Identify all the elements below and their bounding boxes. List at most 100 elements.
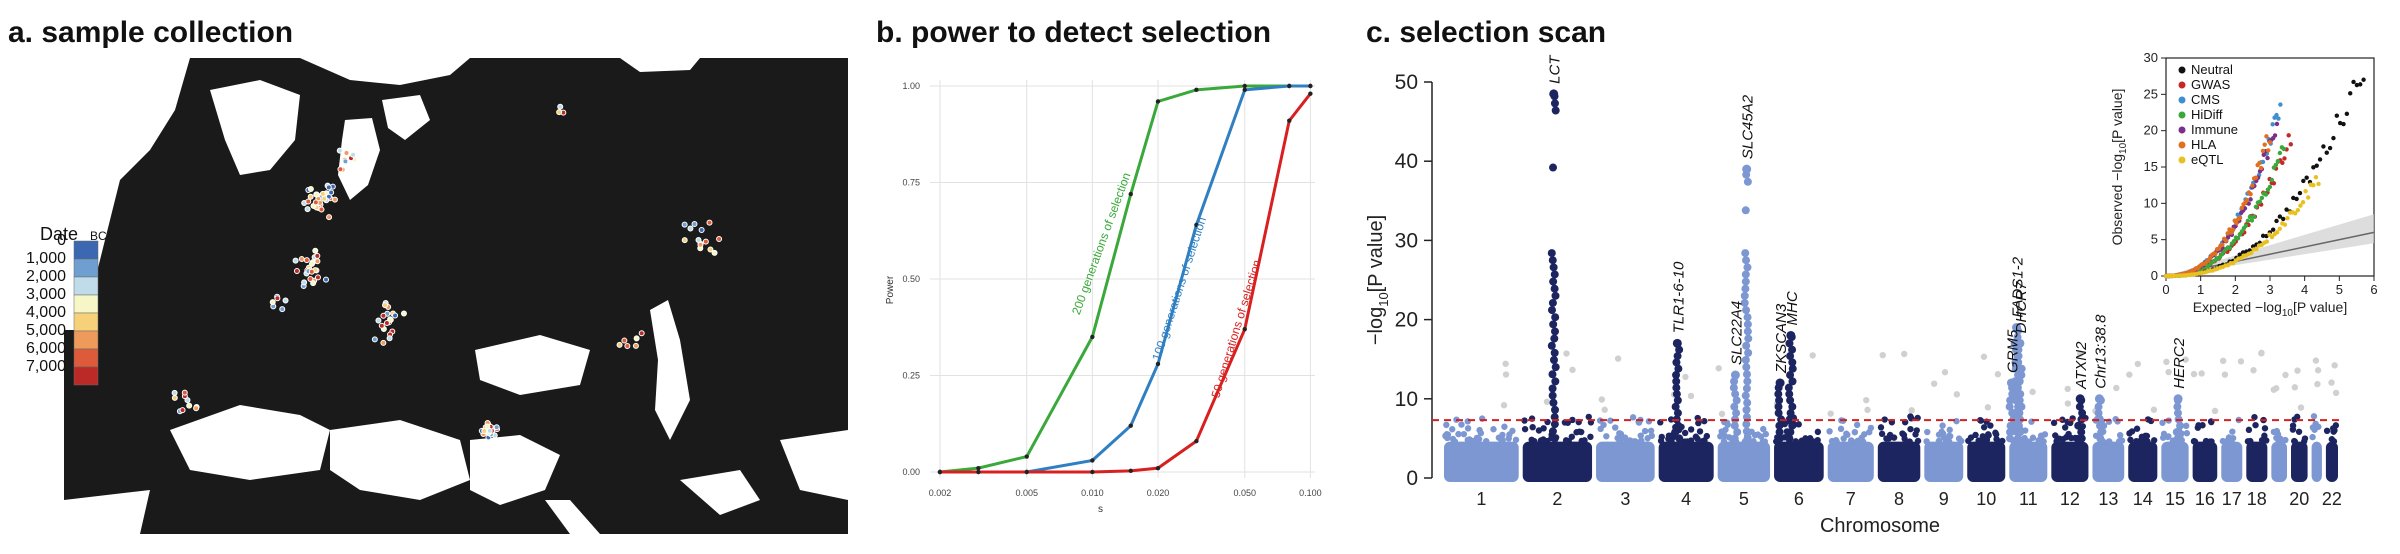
- peak-point: [1730, 421, 1739, 430]
- qq-point: [2270, 227, 2276, 232]
- qq-point: [2297, 190, 2303, 196]
- qq-legend-marker: [2178, 156, 2186, 164]
- peak-point: [1742, 363, 1751, 372]
- snp-point-gray: [2297, 404, 2305, 411]
- snp-point-gray: [1908, 407, 1915, 414]
- qq-xtick: 0: [2162, 282, 2169, 297]
- peak-label: LCT: [1547, 54, 1564, 84]
- chrom-band: [1522, 441, 1593, 482]
- sample-dot: [624, 343, 631, 350]
- peak-point: [2074, 421, 2083, 430]
- sample-dot: [269, 299, 276, 306]
- sample-dot: [382, 302, 389, 309]
- snp-point: [1840, 435, 1847, 442]
- snp-point: [1847, 437, 1855, 444]
- power-point: [1287, 118, 1292, 123]
- sample-dot: [371, 336, 378, 343]
- sample-dot: [301, 279, 308, 286]
- qq-point: [2286, 133, 2291, 138]
- peak-point: [1775, 396, 1784, 405]
- snp-point-gray: [2126, 371, 2133, 378]
- sample-dot: [697, 241, 704, 248]
- snp-point: [2050, 419, 2058, 427]
- snp-point-gray: [1900, 350, 1908, 358]
- snp-point: [2301, 435, 2309, 442]
- snp-point-gray: [1569, 366, 1576, 374]
- chrom-band: [2325, 441, 2338, 482]
- snp-point: [1843, 430, 1850, 437]
- qq-point: [2264, 239, 2270, 244]
- power-point: [1155, 361, 1161, 367]
- sample-dot: [383, 319, 390, 326]
- peak-point: [1788, 345, 1797, 354]
- sample-dot: [337, 166, 344, 173]
- peak-point: [1548, 384, 1557, 393]
- snp-point: [1762, 430, 1770, 438]
- sample-dot: [711, 249, 718, 256]
- snp-point: [1464, 425, 1472, 432]
- snp-point-gray: [1718, 410, 1726, 418]
- qq-point: [2295, 207, 2301, 213]
- qq-point: [2282, 156, 2287, 161]
- qq-xlabel: Expected −log10[P value]: [2193, 299, 2347, 319]
- qq-point: [2294, 196, 2299, 202]
- qq-point: [2264, 134, 2269, 139]
- peak-point: [2008, 390, 2017, 399]
- peak-point: [1729, 383, 1738, 392]
- power-xtick: 0.050: [1233, 488, 1256, 498]
- legend-label: 6,000: [26, 340, 66, 357]
- peak-point: [1786, 428, 1795, 437]
- chrom-label: 15: [2165, 489, 2185, 509]
- legend-label: 4,000: [26, 304, 66, 321]
- peak-point: [2011, 364, 2020, 373]
- chrom-label: 3: [1620, 489, 1630, 509]
- snp-point: [1645, 418, 1653, 425]
- snp-point: [1759, 438, 1767, 445]
- sample-dot: [308, 268, 315, 275]
- peak-point: [1740, 298, 1749, 307]
- sample-dot: [310, 280, 317, 287]
- peak-point: [1741, 270, 1750, 279]
- peak-label: ZKSCAN3: [1773, 303, 1790, 374]
- snp-point: [2029, 434, 2037, 441]
- peak-point: [1741, 277, 1750, 286]
- snp-point-gray: [2312, 357, 2320, 364]
- chrom-label: 16: [2195, 489, 2215, 509]
- snp-point: [2277, 435, 2284, 442]
- chrom-label: 2: [1552, 489, 1562, 509]
- power-point: [1194, 222, 1199, 228]
- chrom-label: 1: [1476, 489, 1486, 509]
- peak-top: [1786, 330, 1796, 340]
- sample-dot: [304, 206, 311, 213]
- snp-point: [1443, 432, 1451, 439]
- sample-dot: [484, 423, 491, 430]
- peak-point: [1786, 396, 1795, 405]
- chrom-band: [1658, 441, 1714, 482]
- qq-point: [2316, 181, 2321, 187]
- peak-point: [1785, 415, 1794, 424]
- peak-point: [1744, 334, 1753, 343]
- snp-point: [2247, 437, 2254, 445]
- power-point: [1308, 91, 1313, 96]
- power-point: [976, 465, 981, 471]
- power-point: [1155, 465, 1161, 471]
- date-legend: Date BC 01,0002,0003,0004,0005,0006,0007…: [26, 224, 107, 386]
- qq-point: [2261, 152, 2266, 158]
- sample-dot: [307, 186, 314, 193]
- snp-point: [2020, 438, 2027, 445]
- peak-point: [1743, 263, 1752, 272]
- snp-point: [1499, 436, 1506, 444]
- peak-point: [1742, 341, 1751, 350]
- peak-point: [1551, 363, 1560, 372]
- qq-point: [2237, 215, 2243, 221]
- qq-point: [2244, 197, 2250, 203]
- peak-point: [2015, 396, 2024, 405]
- peak-point: [1672, 390, 1681, 399]
- qq-point: [2260, 233, 2266, 239]
- snp-point-gray: [2163, 358, 2170, 366]
- snp-point: [2208, 438, 2215, 445]
- peak-point: [1550, 284, 1559, 293]
- peak-top: [1742, 164, 1752, 174]
- peak-point: [2173, 409, 2182, 418]
